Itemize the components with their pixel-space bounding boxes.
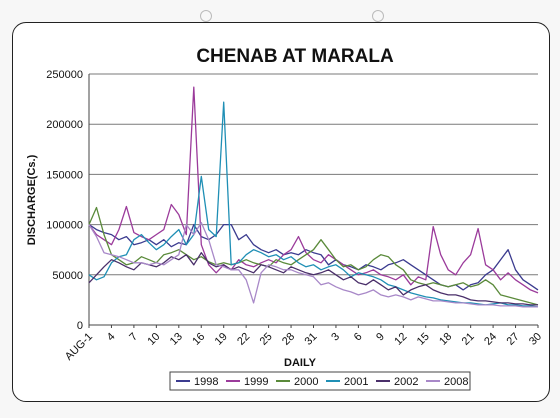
chart-title: CHENAB AT MARALA	[196, 46, 394, 67]
x-tick-label: 3	[329, 331, 342, 344]
x-tick-label: 28	[280, 331, 297, 348]
legend-box	[169, 371, 471, 391]
x-tick-label: AUG-1	[63, 331, 95, 363]
chart-legend: 1998 1999 2000 2001 2002 2008	[169, 371, 471, 391]
y-tick-label: 100000	[46, 220, 83, 232]
legend-label: 1999	[244, 376, 268, 388]
x-tick-label: 22	[235, 331, 252, 348]
x-tick-label: 19	[213, 331, 230, 348]
x-tick-label: 27	[505, 331, 522, 348]
series-line-1998	[88, 223, 539, 291]
x-tick-label: 7	[127, 331, 140, 344]
x-tick-label: 21	[460, 331, 477, 348]
series-line-2008	[88, 221, 538, 308]
series-line-2000	[88, 206, 539, 306]
chart-frame	[12, 22, 550, 402]
punch-hole-icon	[372, 10, 384, 22]
y-tick-label: 200000	[46, 119, 83, 131]
x-tick-label: 13	[168, 331, 185, 348]
legend-label: 1998	[194, 376, 218, 388]
legend-label: 2001	[344, 376, 368, 388]
x-tick-label: 4	[105, 331, 118, 344]
legend-label: 2008	[444, 376, 468, 388]
y-tick-label: 50000	[52, 270, 83, 282]
x-tick-label: 10	[145, 331, 162, 348]
y-tick-label: 150000	[46, 169, 83, 181]
x-tick-label: 18	[437, 331, 454, 348]
x-tick-label: 24	[482, 331, 499, 348]
x-tick-label: 25	[258, 331, 275, 348]
x-axis-title: DAILY	[284, 357, 317, 369]
punch-hole-icon	[200, 10, 212, 22]
x-tick-label: 30	[527, 331, 544, 348]
y-tick-label: 0	[77, 320, 83, 332]
x-tick-label: 16	[190, 331, 207, 348]
x-tick-label: 9	[374, 331, 387, 344]
x-tick-label: 12	[392, 331, 409, 348]
legend-label: 2002	[394, 376, 418, 388]
series-line-1999	[88, 86, 539, 294]
y-axis-title: DISCHARGE(Cs.)	[26, 154, 38, 245]
x-tick-label: 31	[302, 331, 319, 348]
legend-label: 2000	[294, 376, 318, 388]
x-tick-label: 6	[352, 331, 365, 344]
x-tick-label: 15	[415, 331, 432, 348]
series-line-2002	[88, 252, 538, 306]
y-tick-label: 250000	[46, 69, 83, 81]
